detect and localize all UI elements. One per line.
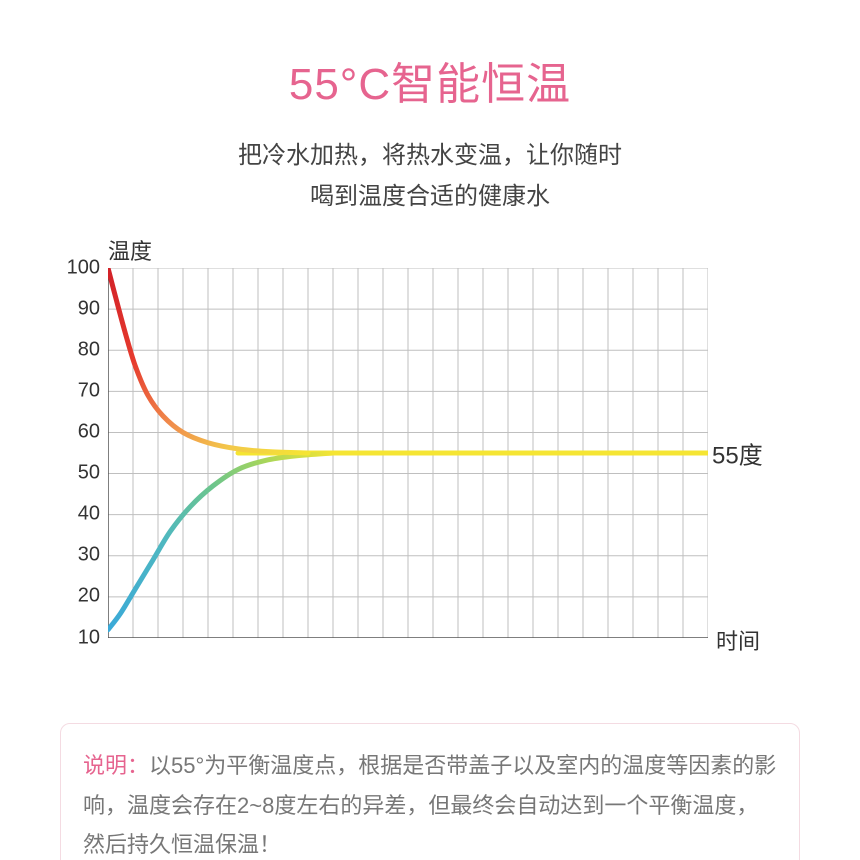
y-tick-label: 40 xyxy=(60,503,100,526)
y-tick-label: 70 xyxy=(60,379,100,402)
note-label: 说明： xyxy=(83,753,149,778)
annotation-55: 55度 xyxy=(712,435,763,470)
note-box: 说明：以55°为平衡温度点，根据是否带盖子以及室内的温度等因素的影响，温度会存在… xyxy=(60,723,800,860)
chart-plot xyxy=(108,268,708,638)
chart-svg xyxy=(108,268,708,638)
page-title: 55°C智能恒温 xyxy=(0,48,860,112)
note-text: 以55°为平衡温度点，根据是否带盖子以及室内的温度等因素的影响，温度会存在2~8… xyxy=(83,753,776,857)
x-axis-title: 时间 xyxy=(716,624,760,656)
y-tick-label: 90 xyxy=(60,297,100,320)
y-tick-label: 100 xyxy=(60,256,100,279)
subtitle-line1: 把冷水加热，将热水变温，让你随时 xyxy=(0,136,860,177)
y-tick-label: 50 xyxy=(60,462,100,485)
y-tick-label: 30 xyxy=(60,544,100,567)
y-axis-title: 温度 xyxy=(108,234,152,266)
temperature-chart: 温度 时间 10203040506070809010055度 xyxy=(60,268,800,698)
y-tick-label: 20 xyxy=(60,585,100,608)
subtitle-line2: 喝到温度合适的健康水 xyxy=(0,177,860,218)
y-tick-label: 60 xyxy=(60,421,100,444)
y-tick-label: 10 xyxy=(60,626,100,649)
y-tick-label: 80 xyxy=(60,338,100,361)
subtitle: 把冷水加热，将热水变温，让你随时 喝到温度合适的健康水 xyxy=(0,136,860,218)
